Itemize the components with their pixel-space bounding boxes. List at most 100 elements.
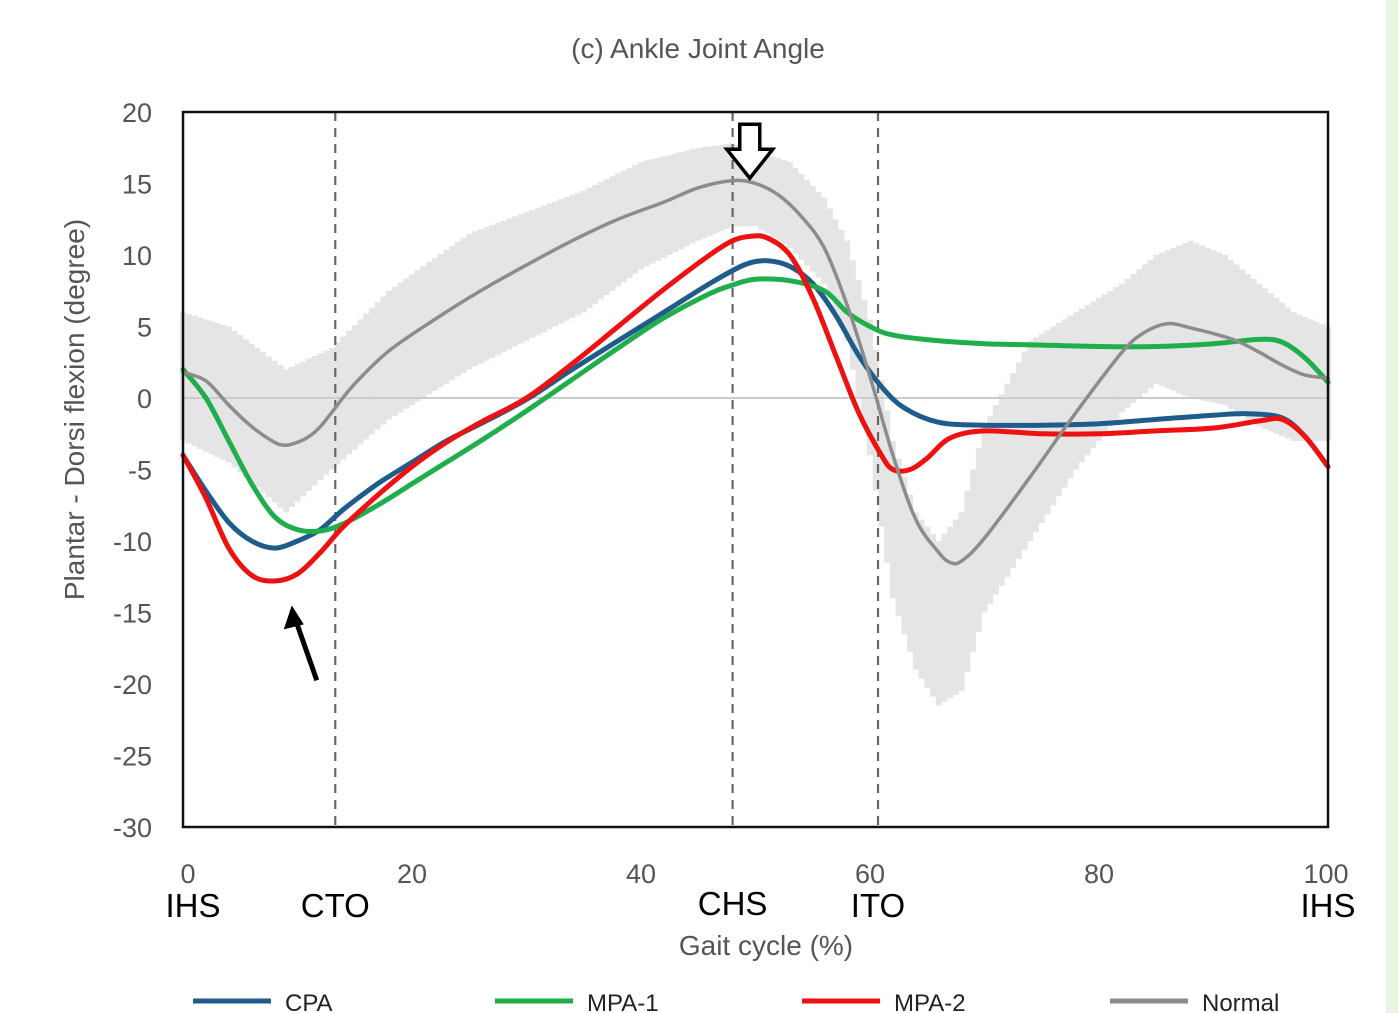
normal-band-bar [489,225,496,358]
normal-band-bar [821,197,828,284]
normal-band-bar [741,147,747,227]
normal-band-bar [1010,373,1017,568]
y-tick-label: -10 [113,527,152,557]
normal-band-bar [363,313,370,440]
normal-band-bar [815,191,822,278]
normal-band-bar [1313,321,1320,441]
normal-band-bar [992,405,999,595]
normal-band-bar [826,208,833,298]
legend-label-normal: Normal [1202,990,1279,1013]
y-tick-label: 0 [137,384,152,414]
normal-band-bar [552,201,559,327]
normal-band-bar [277,365,284,508]
normal-band-bar [683,150,690,247]
normal-band-bar [546,203,553,330]
normal-band-bar [351,325,358,450]
normal-band-bar [449,245,456,381]
normal-band-bar [540,205,547,333]
normal-band-bar [1267,293,1274,432]
normal-band-bar [409,274,415,406]
x-tick-label: 0 [180,859,195,889]
normal-band-bar [987,415,994,604]
arrow-head [283,605,304,630]
normal-band-bar [368,307,375,435]
normal-band-bar [638,162,644,270]
x-tick-label: 40 [626,859,656,889]
normal-band-bar [1113,287,1120,420]
normal-band-bar [557,199,564,324]
legend: CPA MPA-1 MPA-2 Normal [193,990,1279,1013]
normal-band-bar [431,258,438,391]
normal-band-bar [867,319,873,456]
normal-band-bar [380,296,387,425]
normal-band-bar [695,147,702,241]
normal-band-bar [769,156,776,238]
normal-band-bar [357,319,364,445]
normal-band-bar [494,222,501,356]
normal-band-bar [723,144,730,229]
y-tick-label: -15 [113,599,152,629]
normal-band-bar [225,326,232,463]
x-tick-label: 20 [397,859,427,889]
normal-band-bar [901,476,908,634]
phase-label-chs: CHS [698,885,768,922]
normal-band-bar [477,229,484,364]
y-tick-labels: 20 15 10 5 0 -5 -10 -15 -20 -25 -30 [113,98,152,843]
normal-band-bar [317,353,324,481]
normal-band-bar [1170,247,1177,391]
normal-band-bar [472,231,478,367]
normal-band-bar [271,360,278,503]
normal-band-bar [592,184,599,304]
normal-band-bar [1319,324,1326,441]
normal-band-bar [1199,245,1206,401]
y-tick-label: -20 [113,670,152,700]
normal-band-bar [454,241,461,377]
normal-band-bar [620,170,627,283]
normal-band-bar [1290,312,1297,441]
normal-band-bar [752,150,759,227]
normal-band-bar [237,335,244,473]
normal-band-bar [924,526,931,688]
normal-band-bar [844,240,851,341]
normal-band-bar [220,324,227,460]
normal-band-bar [746,148,753,227]
x-tick-label: 100 [1303,859,1348,889]
phase-labels: IHS CTO CHS ITO IHS [165,885,1355,924]
normal-band-bar [243,339,249,478]
phase-label-ihs: IHS [1300,887,1355,924]
normal-band-bar [1210,250,1217,403]
normal-band-bar [660,156,667,258]
page-edge-strip [1386,0,1398,1013]
legend-label-mpa-2: MPA-2 [894,990,966,1013]
normal-band-bar [1216,252,1223,404]
normal-band-bar [580,190,587,313]
normal-band-bar [460,237,467,373]
normal-band-bar [758,152,765,230]
normal-band-bar [718,144,725,232]
normal-band-bar [283,369,290,513]
normal-band-bar [701,147,707,239]
normal-band-bar [655,157,662,261]
x-tick-label: 60 [855,859,885,889]
normal-band-bar [672,153,679,253]
phase-label-ihs: IHS [165,887,220,924]
normal-band-bar [260,352,267,493]
normal-band-bar [563,197,570,321]
normal-band-bar [1096,297,1102,441]
normal-band-bar [935,541,942,706]
normal-band-bar [1159,252,1165,387]
normal-band-bar [1227,259,1234,409]
normal-band-bar [884,410,891,563]
normal-band-bar [288,366,295,507]
normal-band-bar [832,219,839,313]
normal-band-bar [1164,250,1171,389]
normal-band-bar [609,176,616,291]
phase-label-ito: ITO [851,887,905,924]
normal-band-bar [1176,245,1183,394]
normal-band-bar [202,319,209,452]
normal-band-bar [735,145,742,227]
normal-band-bar [678,152,685,250]
normal-band-bar [1284,307,1291,439]
normal-band-bar [569,194,576,318]
normal-band-bar [248,343,255,483]
